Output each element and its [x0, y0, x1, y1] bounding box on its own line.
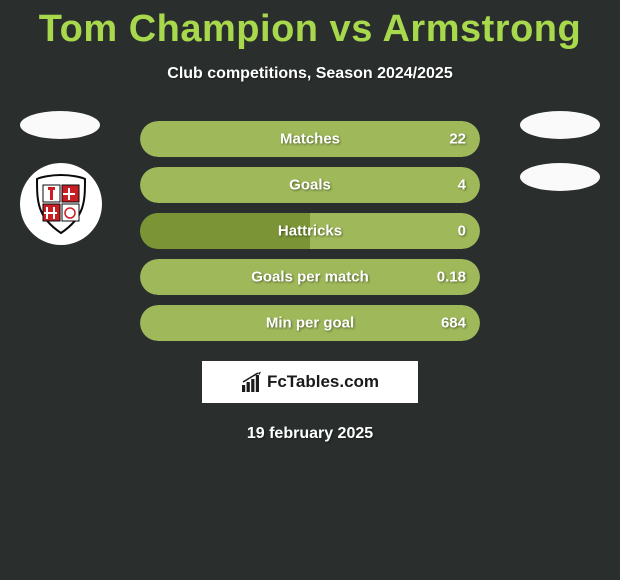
brand-text: FcTables.com: [267, 372, 379, 392]
stat-value-right: 22: [449, 131, 466, 148]
left-club-badge: [20, 163, 102, 245]
stat-label: Min per goal: [266, 315, 354, 332]
stat-label: Matches: [280, 131, 340, 148]
stat-row: Matches 22: [140, 121, 480, 157]
comparison-content: Matches 22 Goals 4 Hattricks 0 Goals per match…: [0, 121, 620, 443]
stat-row: Goals 4: [140, 167, 480, 203]
stat-value-right: 0: [458, 223, 466, 240]
stat-value-right: 0.18: [437, 269, 466, 286]
left-player-badges: [20, 111, 102, 245]
stat-row: Min per goal 684: [140, 305, 480, 341]
brand-box[interactable]: FcTables.com: [202, 361, 418, 403]
stat-label: Goals per match: [251, 269, 369, 286]
stat-value-right: 4: [458, 177, 466, 194]
bar-trend-icon: [241, 371, 263, 393]
stat-bars: Matches 22 Goals 4 Hattricks 0 Goals per match…: [140, 121, 480, 341]
footer-date: 19 february 2025: [0, 425, 620, 443]
right-player-badges: [520, 111, 600, 215]
stat-label: Hattricks: [278, 223, 342, 240]
right-club-oval: [520, 163, 600, 191]
page-title: Tom Champion vs Armstrong: [0, 0, 620, 51]
shield-icon: [33, 173, 89, 235]
page-subtitle: Club competitions, Season 2024/2025: [0, 65, 620, 83]
left-flag-oval: [20, 111, 100, 139]
stat-row: Goals per match 0.18: [140, 259, 480, 295]
stat-row: Hattricks 0: [140, 213, 480, 249]
right-flag-oval: [520, 111, 600, 139]
stat-label: Goals: [289, 177, 331, 194]
stat-value-right: 684: [441, 315, 466, 332]
